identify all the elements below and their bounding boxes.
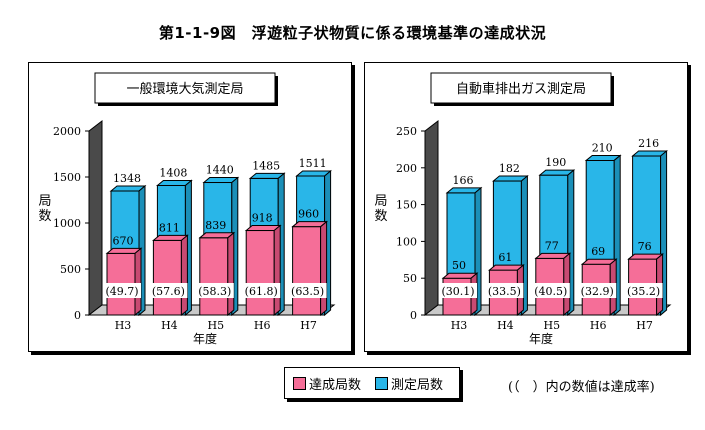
x-tick-label: H6 [590,319,607,332]
rate-label-bg [103,283,141,298]
rate-label-bg [439,283,477,298]
legend: 達成局数 測定局数 [284,367,460,399]
bar-measured-value: 1348 [113,172,141,185]
bar-achieved-value: 839 [205,219,226,232]
y-tick-label: 1500 [53,171,81,184]
bar-achieved [292,226,322,316]
y-tick-label: 250 [396,125,417,138]
chart-title-shadow [434,103,614,106]
rate-label: (30.1) [441,285,474,298]
chart-title-shadow [611,76,614,106]
y-axis-label-char: 数 [374,209,387,224]
bar-achieved-value: 811 [159,221,180,234]
chart-title: 一般環境大気測定局 [126,81,243,97]
y-axis-label: 局数 [38,194,51,224]
x-tick-label: H3 [115,319,132,332]
rate-label-bg [288,283,327,298]
y-tick-label: 150 [396,199,417,212]
rate-label: (61.8) [245,285,278,298]
bar-measured-value: 1440 [206,164,234,177]
chart-panel-roadside: 自動車排出ガス測定局 0 50 100 150 200 250 局数 166 50 (30.1) H3… [364,62,688,352]
legend-measured-label: 測定局数 [391,378,444,393]
y-tick-label: 200 [396,162,417,175]
chart-general-svg: 一般環境大気測定局 0 500 1000 1500 2000 局数 1348 670 (49.7)… [38,72,336,346]
chart-panel-general: 一般環境大気測定局 0 500 1000 1500 2000 局数 1348 670 (49.7)… [28,62,352,352]
rate-label-bg [149,283,188,298]
y-axis-label-char: 数 [38,209,51,224]
x-axis-label: 年度 [529,331,553,346]
bar-achieved-value: 69 [591,245,605,258]
bar-achieved-side [273,224,281,317]
bar-achieved [199,237,229,316]
x-tick-label: H7 [636,319,653,332]
bar-achieved [245,230,275,316]
x-tick-label: H6 [254,319,271,332]
chart-side-wall [424,119,439,317]
figure-title: 第1-1-9図 浮遊粒子状物質に係る環境基準の達成状況 [158,24,547,42]
rate-label-bg [624,283,663,298]
chart-title-shadow [98,103,278,106]
bar-measured-value: 166 [453,174,474,187]
y-tick-label: 2000 [53,125,81,138]
y-axis-label-char: 局 [38,194,51,209]
bar-achieved-value: 77 [545,239,559,252]
bar-achieved-side [134,247,142,317]
bar-measured-value: 1511 [299,157,327,170]
x-axis-label: 年度 [193,331,217,346]
bar-measured-value: 182 [499,162,520,175]
legend-achieved-label: 達成局数 [309,378,362,393]
bar-achieved-value: 918 [252,212,273,225]
rate-label-bg [242,283,281,298]
bar-measured-value: 216 [638,137,659,150]
bar-measured-value: 1485 [252,159,280,172]
chart-side-wall [88,119,103,317]
bar-measured-value: 1408 [159,166,187,179]
bar-achieved-value: 960 [298,208,319,221]
rate-label-bg [531,283,570,298]
rate-label: (33.5) [488,285,521,298]
bar-achieved-value: 670 [113,234,134,247]
bar-achieved-value: 61 [498,251,512,264]
y-tick-label: 1000 [53,217,81,230]
y-tick-label: 0 [410,309,417,322]
rate-label: (49.7) [105,285,138,298]
chart-title-shadow [275,76,278,106]
y-axis-label: 局数 [374,194,387,224]
bar-measured-value: 210 [592,141,613,154]
bar-achieved-side [320,220,328,317]
bar-achieved-value: 50 [452,259,466,272]
rate-label-bg [195,283,234,298]
rate-label-bg [485,283,524,298]
bar-achieved-side [227,231,235,317]
chart-title: 自動車排出ガス測定局 [456,82,586,97]
x-tick-label: H5 [544,319,561,332]
x-tick-label: H5 [208,319,225,332]
rate-label: (63.5) [291,285,324,298]
rate-note: (（ ）内の数値は達成率) [508,380,655,395]
x-tick-label: H7 [300,319,317,332]
bar-achieved [152,239,182,316]
x-tick-label: H4 [497,319,514,332]
bar-measured-value: 190 [545,156,566,169]
chart-title-box [94,72,276,104]
rate-label: (57.6) [152,285,185,298]
rate-label: (32.9) [581,285,614,298]
x-tick-label: H3 [451,319,468,332]
chart-roadside-svg: 自動車排出ガス測定局 0 50 100 150 200 250 局数 166 50 (30.1) H3… [374,72,672,346]
legend-achieved-swatch [293,377,306,390]
y-tick-label: 50 [403,272,417,285]
y-tick-label: 100 [396,235,417,248]
y-tick-label: 0 [74,309,81,322]
legend-measured-swatch [375,377,388,390]
rate-label: (40.5) [534,285,567,298]
bar-achieved-value: 76 [638,240,652,253]
y-tick-label: 500 [60,263,81,276]
rate-label: (58.3) [198,285,231,298]
rate-label: (35.2) [627,285,660,298]
x-tick-label: H4 [161,319,178,332]
y-axis-label-char: 局 [374,194,387,209]
rate-label-bg [578,283,617,298]
bar-achieved-side [180,234,188,317]
